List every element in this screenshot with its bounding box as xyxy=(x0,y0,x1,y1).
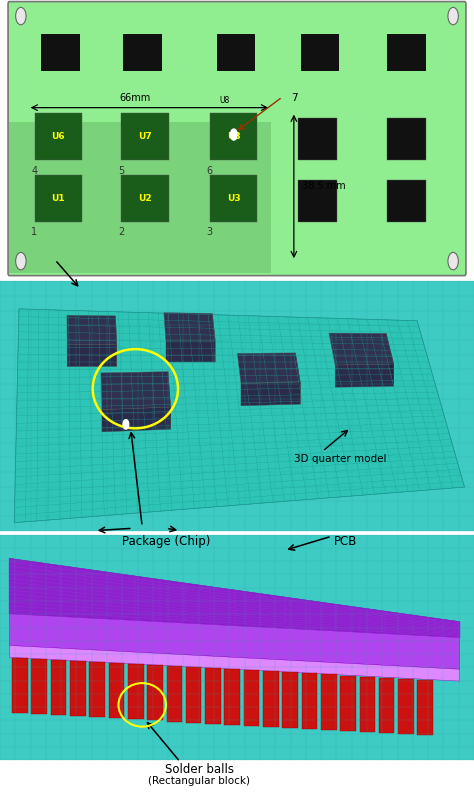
Bar xyxy=(299,181,337,222)
FancyBboxPatch shape xyxy=(8,2,466,276)
Bar xyxy=(35,175,82,222)
Bar xyxy=(121,113,169,160)
Bar xyxy=(321,675,337,730)
Bar xyxy=(210,175,257,222)
Text: U3: U3 xyxy=(227,194,240,203)
Text: 6: 6 xyxy=(207,166,213,176)
Text: PCB: PCB xyxy=(334,535,358,547)
Text: U1: U1 xyxy=(52,194,65,203)
Bar xyxy=(217,33,255,71)
Polygon shape xyxy=(9,558,460,638)
Bar xyxy=(359,676,375,732)
Polygon shape xyxy=(237,353,300,383)
Circle shape xyxy=(16,7,26,25)
Circle shape xyxy=(230,129,237,140)
Bar xyxy=(224,669,240,725)
Bar xyxy=(301,673,317,729)
Text: U2: U2 xyxy=(138,194,152,203)
Bar xyxy=(186,667,201,722)
Bar xyxy=(418,680,433,735)
Polygon shape xyxy=(116,316,117,367)
Text: 7: 7 xyxy=(292,93,298,103)
Polygon shape xyxy=(164,313,215,340)
Polygon shape xyxy=(67,315,117,345)
Text: U6: U6 xyxy=(52,132,65,141)
Polygon shape xyxy=(102,407,171,432)
Bar xyxy=(123,33,162,71)
Bar xyxy=(387,181,426,222)
Bar xyxy=(35,113,82,160)
Bar xyxy=(210,113,257,160)
Bar xyxy=(147,665,163,721)
Circle shape xyxy=(448,7,458,25)
Text: 3D quarter model: 3D quarter model xyxy=(294,455,386,464)
Bar xyxy=(9,123,271,273)
Text: 5: 5 xyxy=(118,166,124,176)
Bar xyxy=(283,672,298,728)
Polygon shape xyxy=(241,382,300,406)
Text: 3: 3 xyxy=(207,227,213,238)
Text: U8: U8 xyxy=(227,132,240,141)
Bar xyxy=(31,659,47,714)
Polygon shape xyxy=(166,340,215,363)
Bar xyxy=(109,663,124,718)
Text: Solder balls: Solder balls xyxy=(164,763,234,776)
Bar xyxy=(70,661,86,716)
Bar xyxy=(263,672,279,727)
Text: 38.5 mm: 38.5 mm xyxy=(302,181,346,192)
Bar xyxy=(90,662,105,718)
Polygon shape xyxy=(101,371,171,409)
Bar xyxy=(299,118,337,160)
Circle shape xyxy=(123,420,129,429)
Bar xyxy=(301,33,339,71)
Polygon shape xyxy=(14,309,465,523)
Text: 66mm: 66mm xyxy=(119,93,151,103)
Bar xyxy=(205,668,221,724)
Bar xyxy=(387,33,426,71)
Bar xyxy=(41,33,80,71)
Bar xyxy=(166,666,182,722)
Text: U8: U8 xyxy=(219,97,229,105)
Text: Package (Chip): Package (Chip) xyxy=(122,535,210,547)
Text: U7: U7 xyxy=(138,132,152,141)
Bar xyxy=(51,660,66,715)
Circle shape xyxy=(16,253,26,270)
Bar xyxy=(0,281,474,531)
Bar xyxy=(379,678,394,733)
Text: 1: 1 xyxy=(31,227,37,238)
Bar xyxy=(244,670,259,725)
Polygon shape xyxy=(335,364,394,387)
Circle shape xyxy=(448,253,458,270)
Polygon shape xyxy=(9,614,460,669)
Text: (Rectangular block): (Rectangular block) xyxy=(148,776,250,786)
Bar xyxy=(0,535,474,760)
Polygon shape xyxy=(386,333,394,386)
Bar xyxy=(340,676,356,731)
Polygon shape xyxy=(168,371,171,429)
Polygon shape xyxy=(67,345,117,367)
Bar xyxy=(121,175,169,222)
Text: 2: 2 xyxy=(118,227,124,238)
Bar xyxy=(12,657,28,713)
Polygon shape xyxy=(295,353,300,404)
Polygon shape xyxy=(212,314,215,363)
Polygon shape xyxy=(329,333,394,365)
Text: 4: 4 xyxy=(31,166,37,176)
Bar xyxy=(398,679,414,734)
Bar xyxy=(128,664,144,719)
Polygon shape xyxy=(9,645,460,681)
Bar xyxy=(387,118,426,160)
